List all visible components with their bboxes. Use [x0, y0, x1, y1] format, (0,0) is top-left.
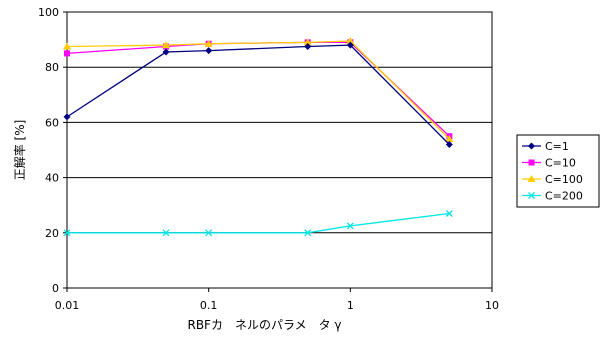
data-point: [204, 39, 213, 47]
data-point: [346, 222, 354, 230]
legend-item: C=1: [522, 140, 569, 153]
legend-marker: [528, 159, 535, 166]
x-tick-label: 0.1: [200, 299, 218, 312]
data-point: [162, 48, 170, 56]
data-point: [304, 43, 312, 50]
data-point: [205, 47, 213, 55]
legend-label: C=1: [545, 140, 569, 153]
data-point: [445, 140, 453, 148]
y-tick-label: 80: [45, 61, 59, 74]
plot-area: [66, 11, 493, 289]
x-axis-title: RBFカ ネルのパラメ タ γ: [187, 318, 341, 332]
data-point: [63, 229, 71, 237]
data-point: [162, 41, 171, 49]
marker-stroke: [162, 229, 170, 237]
legend: C=1 C=10 C=100 C=200: [516, 134, 600, 208]
y-tick-label: 60: [45, 116, 59, 129]
data-point: [346, 41, 354, 49]
series-c-1: [63, 41, 453, 148]
marker-stroke: [445, 210, 453, 217]
data-point: [346, 36, 355, 44]
y-tick-label: 100: [38, 6, 59, 19]
legend-marker: [528, 142, 535, 150]
legend-label: C=10: [545, 157, 576, 170]
y-tick-label: 20: [45, 227, 59, 240]
series-c-100: [63, 36, 454, 142]
legend-item: C=10: [522, 157, 576, 170]
series-line: [67, 212, 450, 234]
grid-lines: [67, 66, 492, 234]
marker-stroke: [304, 229, 312, 237]
y-tick-label: 40: [45, 172, 59, 185]
x-tick-label: 0.01: [55, 299, 80, 312]
series-c-200: [63, 210, 453, 237]
legend-item: C=100: [522, 173, 583, 186]
y-axis-title: 正解率 [%]: [12, 120, 27, 181]
marker-stroke: [205, 229, 213, 237]
marker-stroke: [346, 222, 354, 230]
legend-label: C=200: [545, 190, 583, 203]
data-point: [64, 50, 70, 57]
data-point: [205, 229, 213, 237]
data-point: [445, 210, 453, 217]
y-tick-label: 0: [52, 282, 59, 295]
marker-stroke: [528, 192, 535, 199]
x-tick-label: 1: [347, 299, 354, 312]
axis-ticks: 0 20 40 60 80 100 0.01 0.1 1 10: [38, 6, 499, 312]
data-point: [162, 229, 170, 237]
data-point: [303, 38, 312, 46]
legend-marker: [528, 192, 535, 199]
data-point: [304, 229, 312, 237]
data-point: [445, 134, 454, 142]
series-line: [66, 40, 450, 140]
x-tick-label: 10: [485, 299, 499, 312]
marker-stroke: [63, 229, 71, 237]
legend-item: C=200: [522, 190, 583, 203]
legend-label: C=100: [545, 173, 583, 186]
series-layer: [63, 36, 454, 237]
data-point: [63, 113, 71, 121]
legend-marker: [527, 175, 536, 182]
data-point: [63, 42, 71, 50]
series-line: [66, 44, 450, 145]
